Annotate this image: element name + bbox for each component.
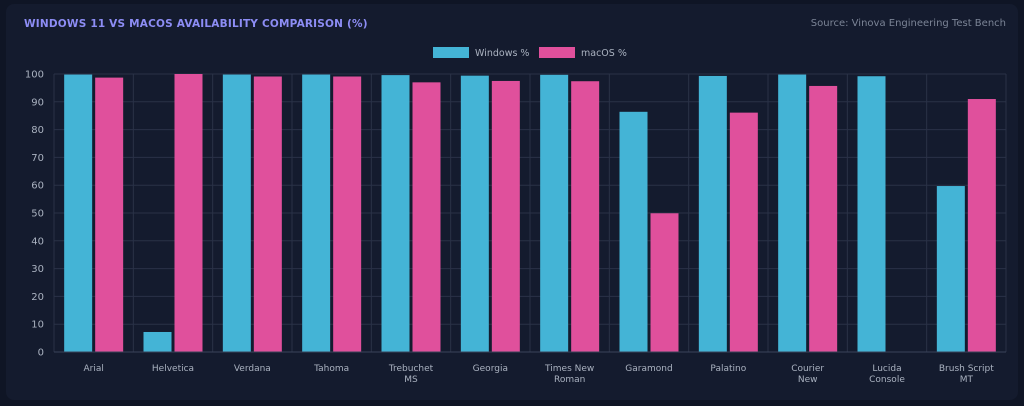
- x-tick-label-line: Lucida: [872, 364, 901, 374]
- macos-bar: [809, 85, 838, 352]
- chart-title: WINDOWS 11 VS MACOS AVAILABILITY COMPARI…: [24, 18, 368, 30]
- x-tick-label-line: Palatino: [710, 364, 746, 374]
- y-tick-label: 30: [31, 264, 44, 275]
- x-tick-label-line: Courier: [791, 364, 824, 374]
- x-tick-label-line: Console: [869, 375, 905, 385]
- windows-bar: [619, 111, 648, 352]
- y-tick-label: 10: [31, 320, 44, 331]
- macos-bar: [967, 99, 996, 353]
- y-tick-label: 100: [25, 70, 44, 81]
- x-tick-label-line: Trebuchet: [388, 364, 434, 374]
- x-tick-label: Verdana: [234, 364, 271, 374]
- windows-bar: [540, 74, 569, 353]
- legend-label-macos: macOS %: [581, 48, 627, 59]
- x-tick-label: Lucida Console: [869, 364, 905, 385]
- legend-swatch-windows: [433, 47, 469, 58]
- windows-bar: [302, 74, 331, 352]
- y-tick-label: 60: [31, 181, 44, 192]
- windows-bar: [64, 74, 93, 352]
- windows-bar: [460, 75, 489, 352]
- windows-bar: [778, 74, 807, 352]
- macos-bar: [333, 76, 362, 352]
- y-tick-label: 50: [31, 209, 44, 220]
- macos-bar: [174, 74, 203, 352]
- x-tick-label-line: MT: [960, 375, 974, 385]
- y-tick-label: 40: [31, 236, 44, 247]
- macos-bar: [412, 82, 441, 352]
- x-tick-label-line: Roman: [554, 375, 585, 385]
- x-tick-label-line: New: [798, 375, 818, 385]
- macos-bar: [95, 77, 124, 352]
- x-tick-label: Brush Script MT: [939, 364, 994, 385]
- x-tick-label: Trebuchet MS: [388, 364, 434, 385]
- y-tick-label: 70: [31, 153, 44, 164]
- x-tick-label: Arial: [83, 364, 103, 374]
- macos-bar: [571, 81, 600, 352]
- windows-bar: [936, 186, 965, 352]
- legend-swatch-macos: [539, 47, 575, 58]
- x-tick-label: Helvetica: [152, 364, 194, 374]
- x-tick-label: Georgia: [473, 364, 508, 374]
- x-tick-label-line: Helvetica: [152, 364, 194, 374]
- x-tick-label-line: Verdana: [234, 364, 271, 374]
- x-tick-label-line: MS: [404, 375, 418, 385]
- x-tick-label: Courier New: [791, 364, 824, 385]
- macos-bar: [253, 76, 282, 352]
- x-tick-label-line: Garamond: [625, 364, 672, 374]
- x-tick-label-line: Arial: [83, 364, 103, 374]
- y-tick-label: 20: [31, 292, 44, 303]
- legend-label-windows: Windows %: [475, 48, 529, 59]
- x-tick-label: Garamond: [625, 364, 672, 374]
- x-tick-label-line: Tahoma: [313, 364, 349, 374]
- macos-bar: [729, 112, 758, 352]
- x-tick-label: Tahoma: [313, 364, 349, 374]
- x-tick-label-line: Georgia: [473, 364, 508, 374]
- windows-bar: [143, 331, 172, 352]
- windows-bar: [381, 75, 410, 352]
- macos-bar: [650, 213, 679, 352]
- windows-bar: [698, 75, 727, 353]
- x-tick-label: Palatino: [710, 364, 746, 374]
- source-note: Source: Vinova Engineering Test Bench: [810, 18, 1006, 29]
- windows-bar: [222, 74, 251, 352]
- macos-bar: [491, 80, 520, 352]
- x-tick-label-line: Brush Script: [939, 364, 994, 374]
- x-tick-label: Times New Roman: [544, 364, 594, 385]
- y-tick-label: 90: [31, 97, 44, 108]
- y-tick-label: 80: [31, 125, 44, 136]
- x-tick-label-line: Times New: [544, 364, 594, 374]
- y-tick-label: 0: [38, 348, 44, 359]
- windows-bar: [857, 76, 886, 352]
